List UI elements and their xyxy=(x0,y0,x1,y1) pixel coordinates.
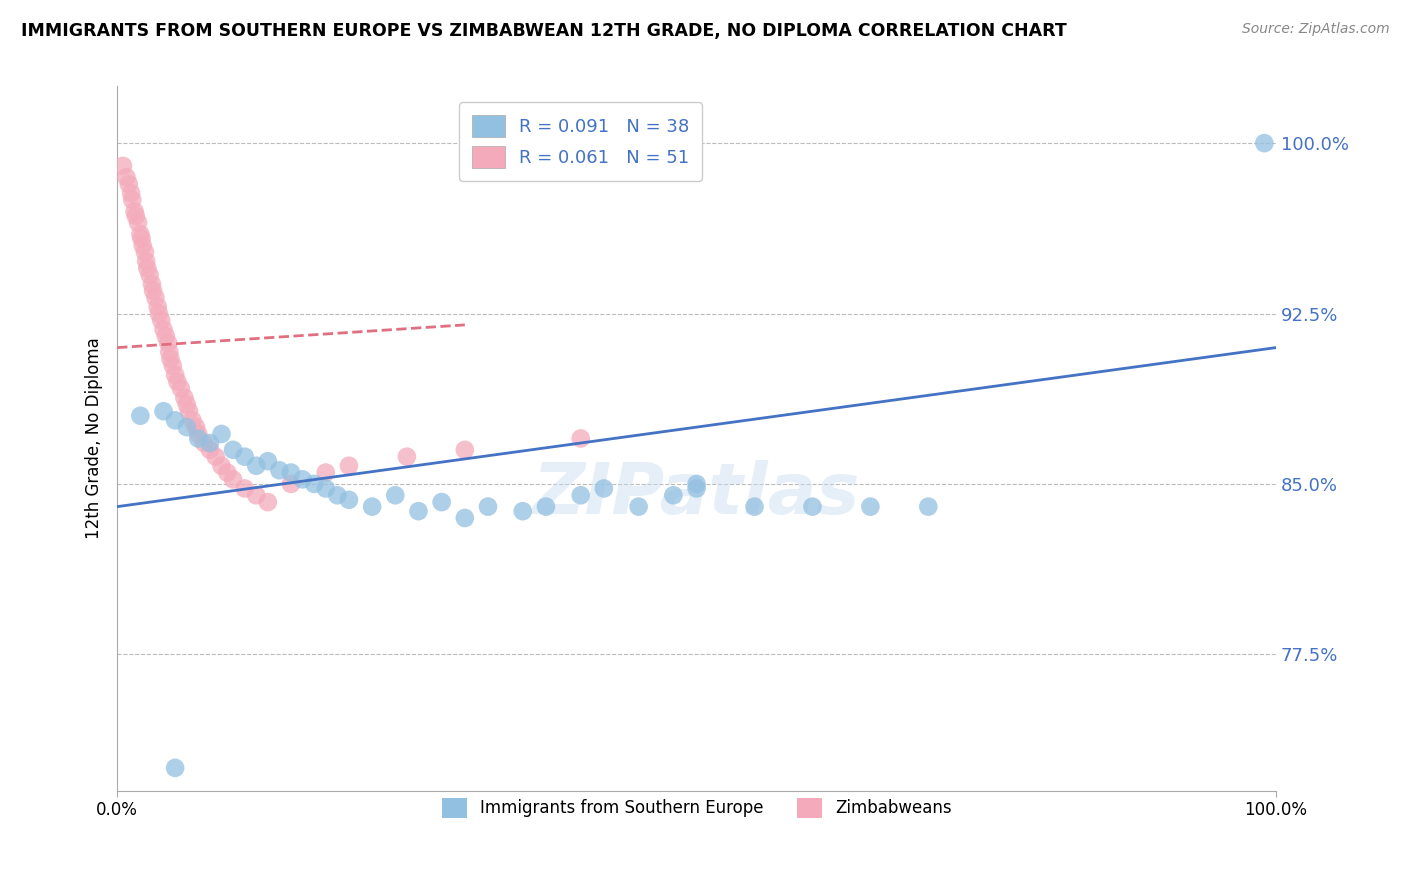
Point xyxy=(152,322,174,336)
Point xyxy=(146,300,169,314)
Point xyxy=(315,482,337,496)
Point xyxy=(859,500,882,514)
Point xyxy=(124,204,146,219)
Point xyxy=(337,492,360,507)
Point xyxy=(233,482,256,496)
Point xyxy=(193,436,215,450)
Point xyxy=(204,450,226,464)
Point xyxy=(280,477,302,491)
Point xyxy=(115,170,138,185)
Point xyxy=(166,375,188,389)
Point xyxy=(454,511,477,525)
Point xyxy=(477,500,499,514)
Point xyxy=(430,495,453,509)
Point xyxy=(152,404,174,418)
Point xyxy=(165,413,187,427)
Point xyxy=(184,420,207,434)
Point xyxy=(148,306,170,320)
Point xyxy=(150,313,173,327)
Point xyxy=(233,450,256,464)
Point xyxy=(129,227,152,241)
Point xyxy=(534,500,557,514)
Point xyxy=(801,500,824,514)
Point xyxy=(917,500,939,514)
Point xyxy=(170,382,193,396)
Point xyxy=(627,500,650,514)
Point xyxy=(685,477,707,491)
Point xyxy=(125,209,148,223)
Point xyxy=(326,488,349,502)
Point xyxy=(135,254,157,268)
Point xyxy=(181,413,204,427)
Point xyxy=(222,442,245,457)
Point xyxy=(245,488,267,502)
Point xyxy=(454,442,477,457)
Point xyxy=(177,404,200,418)
Point xyxy=(361,500,384,514)
Point xyxy=(256,495,278,509)
Point xyxy=(662,488,685,502)
Point xyxy=(162,359,184,373)
Text: IMMIGRANTS FROM SOUTHERN EUROPE VS ZIMBABWEAN 12TH GRADE, NO DIPLOMA CORRELATION: IMMIGRANTS FROM SOUTHERN EUROPE VS ZIMBA… xyxy=(21,22,1067,40)
Legend: Immigrants from Southern Europe, Zimbabweans: Immigrants from Southern Europe, Zimbabw… xyxy=(434,791,959,824)
Point xyxy=(187,432,209,446)
Point xyxy=(159,351,181,366)
Point xyxy=(291,472,314,486)
Point xyxy=(131,231,153,245)
Point xyxy=(269,463,291,477)
Point xyxy=(118,177,141,191)
Point xyxy=(173,391,195,405)
Point xyxy=(685,482,707,496)
Text: Source: ZipAtlas.com: Source: ZipAtlas.com xyxy=(1241,22,1389,37)
Point xyxy=(384,488,406,502)
Point xyxy=(256,454,278,468)
Point xyxy=(198,436,221,450)
Point xyxy=(245,458,267,473)
Point xyxy=(1253,136,1275,150)
Point xyxy=(145,291,167,305)
Point xyxy=(222,472,245,486)
Point xyxy=(111,159,134,173)
Point xyxy=(176,420,198,434)
Point xyxy=(142,284,165,298)
Text: ZIPatlas: ZIPatlas xyxy=(533,460,860,529)
Point xyxy=(408,504,430,518)
Point xyxy=(744,500,766,514)
Point xyxy=(211,426,233,441)
Point xyxy=(176,397,198,411)
Point xyxy=(127,216,149,230)
Point xyxy=(592,482,614,496)
Point xyxy=(138,268,160,282)
Point xyxy=(302,477,325,491)
Point xyxy=(211,458,233,473)
Point xyxy=(157,345,180,359)
Y-axis label: 12th Grade, No Diploma: 12th Grade, No Diploma xyxy=(86,337,103,540)
Point xyxy=(280,466,302,480)
Point xyxy=(141,277,163,291)
Point xyxy=(134,245,156,260)
Point xyxy=(131,238,153,252)
Point xyxy=(165,761,187,775)
Point xyxy=(569,432,592,446)
Point xyxy=(120,186,142,201)
Point xyxy=(569,488,592,502)
Point xyxy=(512,504,534,518)
Point xyxy=(217,466,239,480)
Point xyxy=(129,409,152,423)
Point xyxy=(165,368,187,382)
Point xyxy=(395,450,418,464)
Point xyxy=(187,426,209,441)
Point xyxy=(337,458,360,473)
Point xyxy=(157,336,180,351)
Point xyxy=(136,261,159,276)
Point xyxy=(155,329,177,343)
Point xyxy=(198,442,221,457)
Point xyxy=(121,193,143,207)
Point xyxy=(315,466,337,480)
